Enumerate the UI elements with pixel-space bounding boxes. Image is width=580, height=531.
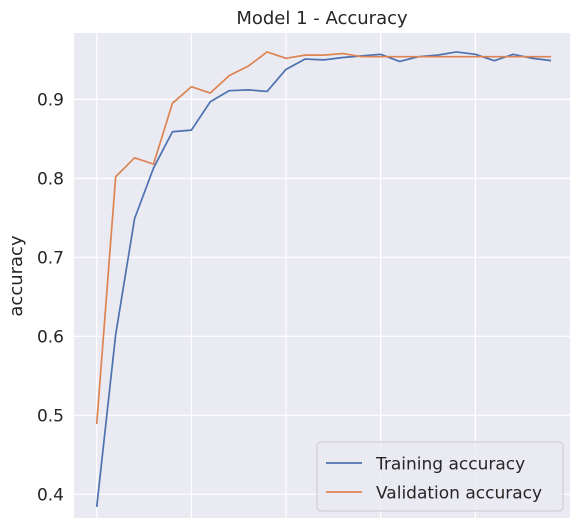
series-lines	[95, 51, 552, 508]
chart-title: Model 1 - Accuracy	[236, 8, 408, 29]
legend-box	[316, 441, 564, 512]
y-tick-label: 0.6	[37, 327, 64, 347]
plot-area	[74, 33, 570, 518]
legend-label-training: Training accuracy	[375, 455, 525, 475]
y-tick-label: 0.5	[37, 406, 64, 426]
y-tick-label: 0.9	[37, 90, 64, 110]
y-tick-labels: 0.4 0.5 0.6 0.7 0.8 0.9	[37, 90, 64, 505]
y-axis-label: accuracy	[6, 235, 27, 317]
grid	[74, 33, 570, 518]
training-accuracy-line	[95, 51, 552, 508]
legend: Training accuracy Validation accuracy	[316, 441, 564, 512]
legend-label-validation: Validation accuracy	[376, 484, 542, 504]
y-tick-label: 0.7	[37, 248, 64, 268]
y-tick-label: 0.8	[37, 169, 64, 189]
validation-accuracy-line	[95, 51, 552, 425]
y-tick-label: 0.4	[37, 485, 64, 505]
